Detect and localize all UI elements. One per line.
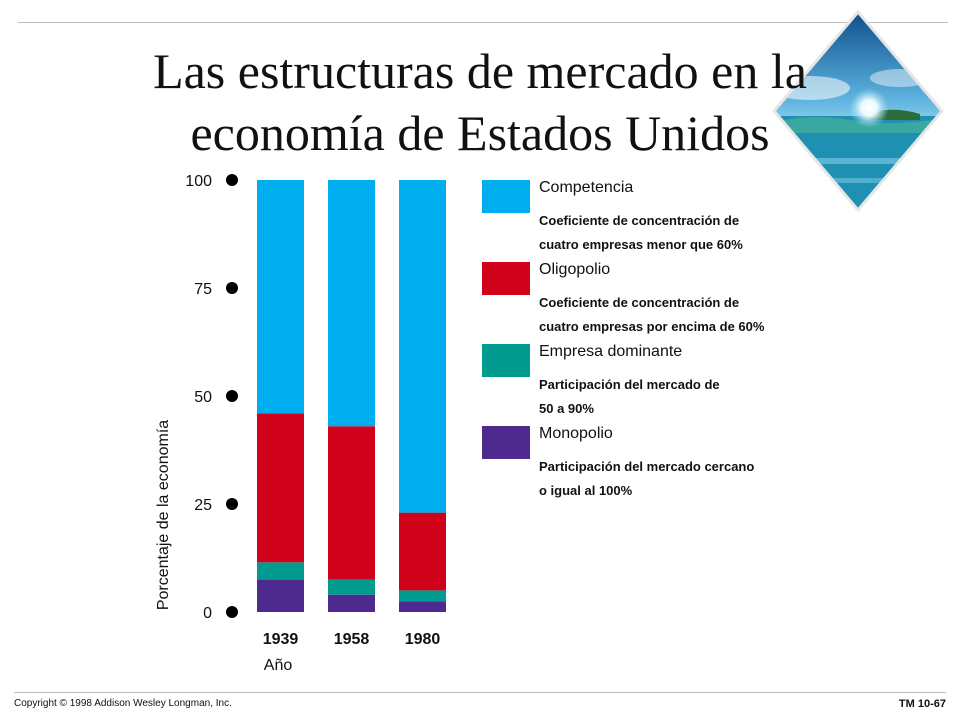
legend-description: Participación del mercado cercano o igua… [539,455,799,503]
legend-item-empresa-dominante: Empresa dominante Participación del merc… [482,340,802,422]
bar-segment-empresa-dominante-1980 [399,590,446,602]
legend-name: Empresa dominante [539,343,683,360]
legend-desc-line: cuatro empresas por encima de 60% [539,319,765,334]
y-axis: 0 25 50 75 100 [185,173,238,622]
x-axis-label: Año [264,657,293,674]
legend-description: Participación del mercado de 50 a 90% [539,373,799,421]
top-rule [18,22,948,23]
x-axis: 1939 1958 1980 [263,631,441,648]
legend-desc-line: Coeficiente de concentración de [539,295,740,310]
slide-number: TM 10-67 [898,698,946,710]
legend-item-competencia: Competencia Coeficiente de concentración… [482,176,802,258]
legend-swatch-oligopolio [482,262,530,295]
y-tick-dot [226,606,238,618]
legend-swatch-monopolio [482,426,530,459]
bar-segment-oligopolio-1958 [328,426,375,580]
island-picture-icon [772,9,944,213]
bar-segment-competencia-1980 [399,180,446,513]
legend-desc-line: Participación del mercado de [539,377,720,392]
legend-desc-line: Participación del mercado cercano [539,459,755,474]
y-tick-label: 75 [194,281,212,298]
y-tick-dot [226,390,238,402]
bar-group [257,180,446,612]
y-tick-label: 50 [194,389,212,406]
title-line-2: economía de Estados Unidos [190,105,770,161]
copyright-text: Copyright © 1998 Addison Wesley Longman,… [14,698,232,709]
legend-swatch-competencia [482,180,530,213]
bar-segment-oligopolio-1939 [257,413,304,563]
x-tick-label: 1939 [263,631,299,648]
legend-desc-line: cuatro empresas menor que 60% [539,237,743,252]
bar-segment-oligopolio-1980 [399,512,446,591]
legend-name: Oligopolio [539,261,611,278]
y-axis-label: Porcentaje de la economía [155,420,172,610]
bar-segment-competencia-1939 [257,180,304,414]
legend-item-oligopolio: Oligopolio Coeficiente de concentración … [482,258,802,340]
page-title: Las estructuras de mercado en la economí… [60,40,900,164]
bar-segment-competencia-1958 [328,180,375,427]
legend-description: Coeficiente de concentración de cuatro e… [539,209,799,257]
bar-segment-empresa-dominante-1939 [257,562,304,580]
legend-swatch-empresa-dominante [482,344,530,377]
title-line-1: Las estructuras de mercado en la [153,43,807,99]
legend-description: Coeficiente de concentración de cuatro e… [539,291,799,339]
legend-name: Competencia [539,179,634,196]
legend-desc-line: 50 a 90% [539,401,594,416]
y-tick-dot [226,498,238,510]
bar-segment-monopolio-1939 [257,579,304,612]
legend-desc-line: Coeficiente de concentración de [539,213,740,228]
y-tick-label: 25 [194,497,212,514]
legend-desc-line: o igual al 100% [539,483,633,498]
y-tick-dot [226,174,238,186]
x-tick-label: 1958 [334,631,370,648]
y-tick-dot [226,282,238,294]
bottom-rule [14,692,946,693]
y-tick-label: 100 [185,173,212,190]
legend-name: Monopolio [539,425,613,442]
bar-segment-monopolio-1958 [328,594,375,612]
y-tick-label: 0 [203,605,212,622]
bar-segment-empresa-dominante-1958 [328,579,375,595]
legend: Competencia Coeficiente de concentración… [482,176,802,504]
x-tick-label: 1980 [405,631,441,648]
legend-item-monopolio: Monopolio Participación del mercado cerc… [482,422,802,504]
bar-segment-monopolio-1980 [399,601,446,612]
